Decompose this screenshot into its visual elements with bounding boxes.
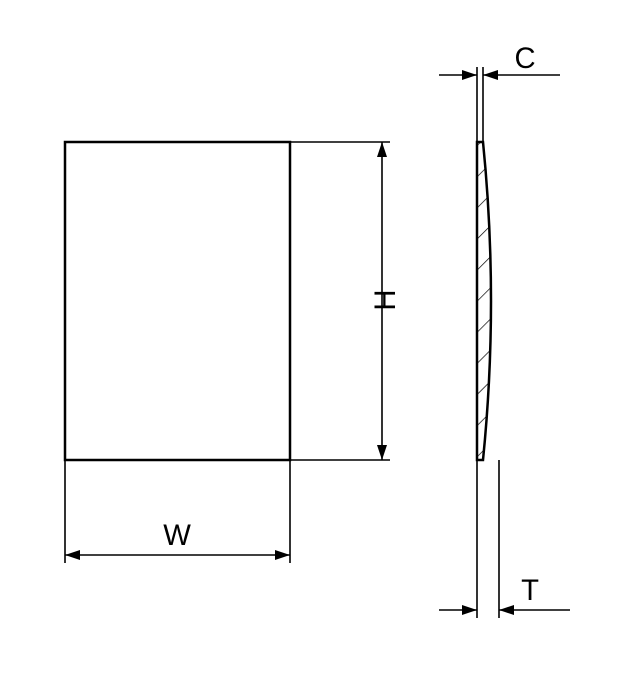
labels.C: C [514,43,535,75]
labels.W: W [163,520,191,552]
arrowhead [462,70,477,80]
labels.T: T [521,575,539,607]
labels.H: H [370,289,402,310]
arrowhead [377,142,387,157]
engineering-drawing: W H T C [0,0,618,682]
arrowhead [377,445,387,460]
side-view-lens [477,142,491,460]
arrowhead [65,550,80,560]
arrowhead [275,550,290,560]
front-view-rect [65,142,290,460]
arrowhead [483,70,498,80]
arrowhead [499,605,514,615]
arrowhead [462,605,477,615]
